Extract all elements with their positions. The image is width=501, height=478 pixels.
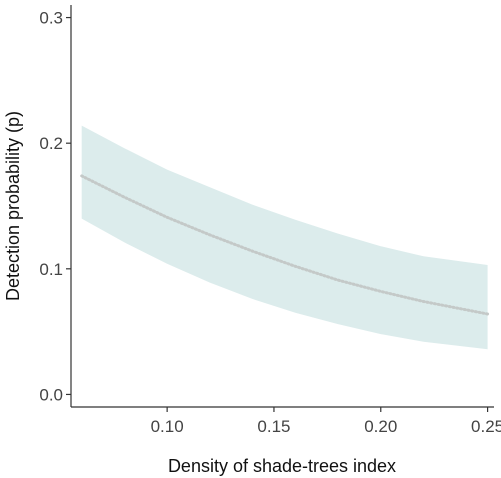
y-ticks: 0.0 0.1 0.2 0.3 xyxy=(39,9,71,404)
x-tick-label: 0.25 xyxy=(471,417,501,436)
confidence-band xyxy=(81,125,488,350)
fitted-line xyxy=(80,174,490,316)
x-ticks: 0.10 0.15 0.20 0.25 xyxy=(151,407,501,436)
fitted-line-layer xyxy=(80,174,490,316)
y-tick-label: 0.1 xyxy=(39,260,63,279)
x-tick-label: 0.10 xyxy=(151,417,184,436)
y-tick-label: 0.2 xyxy=(39,134,63,153)
confidence-band-layer xyxy=(81,125,488,350)
x-axis-title: Density of shade-trees index xyxy=(168,456,396,476)
y-tick-label: 0.0 xyxy=(39,385,63,404)
y-tick-label: 0.3 xyxy=(39,9,63,28)
y-axis-title: Detection probability (p) xyxy=(3,111,23,301)
x-tick-label: 0.20 xyxy=(364,417,397,436)
x-tick-label: 0.15 xyxy=(257,417,290,436)
